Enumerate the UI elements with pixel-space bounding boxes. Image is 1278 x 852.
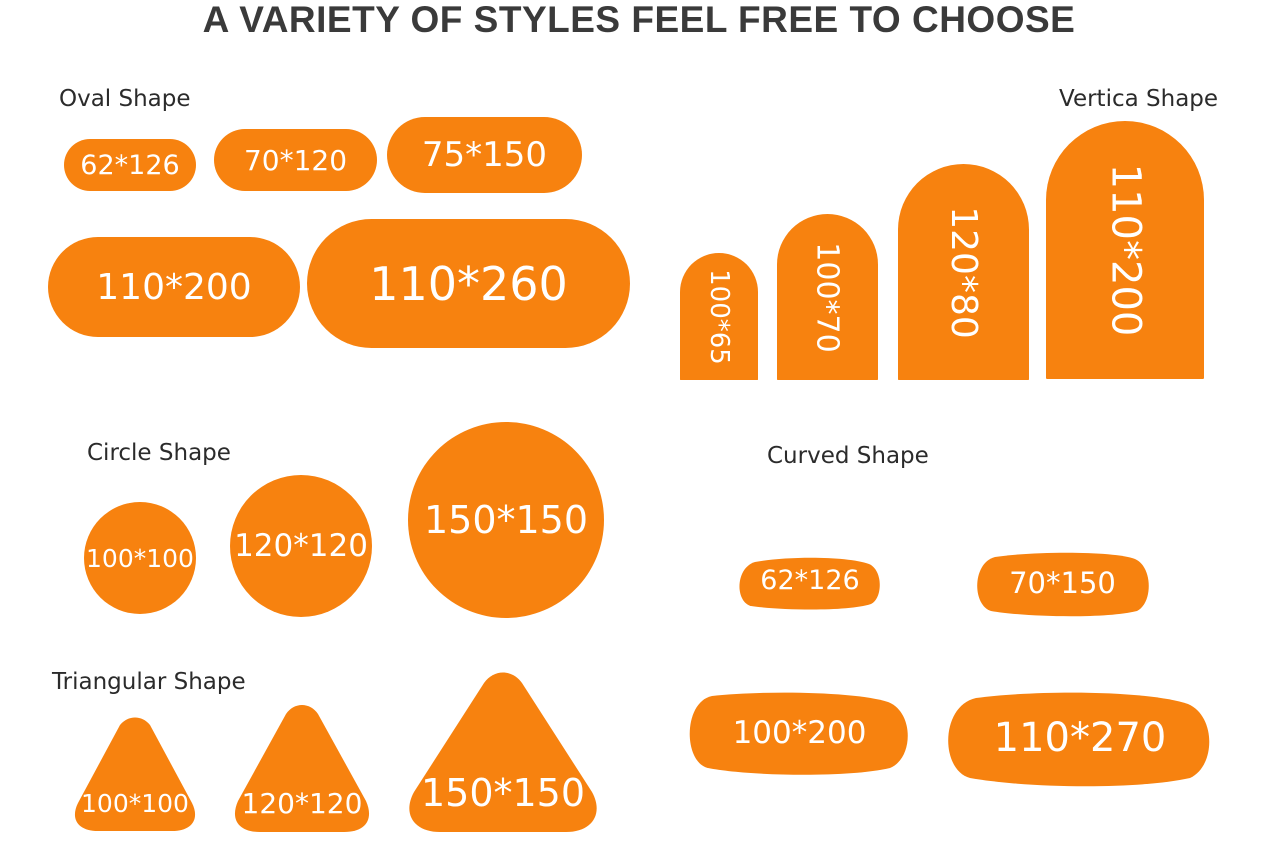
circle-shape-label: Circle Shape xyxy=(87,440,231,466)
oval-size-label: 62*126 xyxy=(80,149,180,181)
oval-size-62x126[interactable]: 62*126 xyxy=(64,139,196,191)
oval-size-label: 110*200 xyxy=(96,266,252,308)
curved-size-label: 62*126 xyxy=(760,565,860,596)
curved-size-label: 100*200 xyxy=(732,715,867,751)
circle-size-label: 150*150 xyxy=(423,498,589,542)
curved-size-100x200[interactable] xyxy=(688,692,911,775)
vertical-size-label: 110*200 xyxy=(1102,163,1149,337)
oval-size-110x200[interactable]: 110*200 xyxy=(48,237,300,337)
oval-size-75x150[interactable]: 75*150 xyxy=(387,117,582,193)
vertical-shape-label: Vertica Shape xyxy=(1059,86,1219,112)
triangular-size-120x120[interactable] xyxy=(232,705,372,834)
triangular-shape-label: Triangular Shape xyxy=(52,669,246,695)
triangular-size-label: 100*100 xyxy=(81,789,189,818)
vertical-size-label: 120*80 xyxy=(943,205,984,339)
triangular-size-150x150[interactable] xyxy=(406,672,600,834)
curved-size-label: 110*270 xyxy=(993,715,1167,761)
page-title: A VARIETY OF STYLES FEEL FREE TO CHOOSE xyxy=(202,0,1076,40)
curved-size-62x126[interactable] xyxy=(737,557,883,610)
oval-shape-label: Oval Shape xyxy=(59,86,191,112)
circle-size-150x150[interactable]: 150*150 xyxy=(408,422,604,618)
circle-size-label: 120*120 xyxy=(234,528,368,564)
curved-shape-label: Curved Shape xyxy=(767,443,929,469)
curved-size-110x270[interactable] xyxy=(946,692,1214,787)
oval-size-70x120[interactable]: 70*120 xyxy=(214,129,377,191)
vertical-size-120x80[interactable]: 120*80 xyxy=(898,164,1029,380)
triangular-size-label: 150*150 xyxy=(420,771,586,815)
vertical-size-110x200[interactable]: 110*200 xyxy=(1046,121,1204,379)
curved-size-70x150[interactable] xyxy=(975,552,1150,617)
oval-size-label: 75*150 xyxy=(421,135,548,175)
oval-size-label: 110*260 xyxy=(369,256,568,311)
circle-size-100x100[interactable]: 100*100 xyxy=(84,502,196,614)
triangular-size-100x100[interactable] xyxy=(72,717,198,833)
vertical-size-label: 100*70 xyxy=(810,241,845,353)
circle-size-120x120[interactable]: 120*120 xyxy=(230,475,372,617)
circle-size-label: 100*100 xyxy=(86,543,194,573)
oval-size-label: 70*120 xyxy=(243,143,348,177)
triangular-size-label: 120*120 xyxy=(241,787,363,820)
vertical-size-label: 100*65 xyxy=(704,268,734,365)
vertical-size-100x65[interactable]: 100*65 xyxy=(680,253,758,380)
vertical-size-100x70[interactable]: 100*70 xyxy=(777,214,878,380)
oval-size-110x260[interactable]: 110*260 xyxy=(307,219,630,348)
curved-size-label: 70*150 xyxy=(1009,566,1116,600)
